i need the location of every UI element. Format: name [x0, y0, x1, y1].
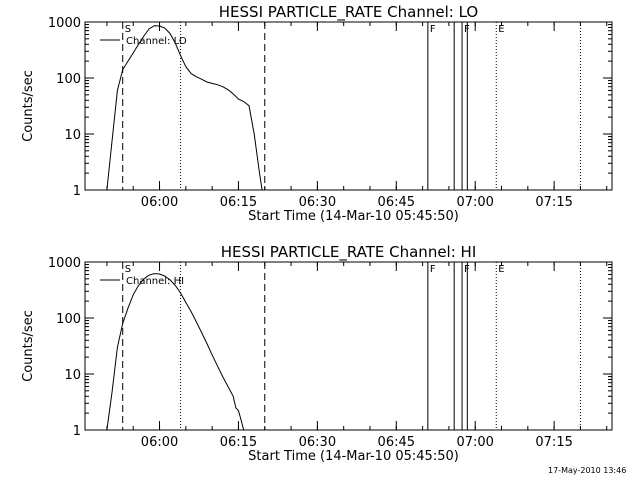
hi-xtick-label: 06:30: [299, 435, 336, 450]
lo-ytick-label: 10: [64, 128, 81, 143]
lo-xtick-label: 06:45: [378, 195, 415, 210]
lo-annotation-label: E: [498, 24, 504, 35]
hi-plot-frame: [84, 261, 613, 431]
chart-channel-lo: HESSI PARTICLE_RATE Channel: LO 1 10 100 100…: [21, 3, 613, 224]
lo-xtick-label: 06:30: [299, 195, 336, 210]
lo-ylabel: Counts/sec: [21, 70, 36, 142]
lo-ytick-label: 1: [73, 184, 81, 199]
lo-series-line: [106, 25, 263, 191]
lo-annotation-label: S: [125, 24, 131, 35]
hi-xtick-label: 06:45: [378, 435, 415, 450]
hi-xtick-label: 06:00: [141, 435, 178, 450]
hi-xtick-label: 06:15: [220, 435, 257, 450]
hi-title: HESSI PARTICLE_RATE Channel: HI: [221, 243, 477, 262]
lo-xtick-label: 06:15: [220, 195, 257, 210]
lo-legend-label: Channel: LO: [126, 36, 187, 47]
lo-title: HESSI PARTICLE_RATE Channel: LO: [219, 3, 478, 22]
hi-ytick-label: 1000: [48, 256, 81, 271]
lo-ytick-label: 1000: [48, 16, 81, 31]
hi-xtick-label: 07:00: [456, 435, 493, 450]
footer-timestamp: 17-May-2010 13:46: [548, 466, 627, 475]
lo-plot-frame: [84, 21, 613, 191]
lo-xtick-label: 07:15: [535, 195, 572, 210]
hi-legend-label: Channel: HI: [126, 276, 184, 287]
hi-ytick-label: 10: [64, 368, 81, 383]
lo-xlabel: Start Time (14-Mar-10 05:45:50): [248, 209, 459, 224]
lo-annotation-label: F: [430, 24, 436, 35]
hi-xtick-label: 07:15: [535, 435, 572, 450]
lo-xtick-label: 07:00: [456, 195, 493, 210]
lo-ytick-label: 100: [56, 72, 81, 87]
hi-annotation-label: F: [430, 264, 436, 275]
hi-series-line: [106, 273, 245, 431]
hi-ylabel: Counts/sec: [21, 310, 36, 382]
hi-annotation-label: S: [125, 264, 131, 275]
hi-ytick-label: 1: [73, 424, 81, 439]
lo-xtick-label: 06:00: [141, 195, 178, 210]
hi-ytick-label: 100: [56, 312, 81, 327]
hi-xlabel: Start Time (14-Mar-10 05:45:50): [248, 449, 459, 464]
hi-annotation-label: E: [498, 264, 504, 275]
chart-channel-hi: HESSI PARTICLE_RATE Channel: HI 1 10 100 100…: [21, 243, 613, 464]
